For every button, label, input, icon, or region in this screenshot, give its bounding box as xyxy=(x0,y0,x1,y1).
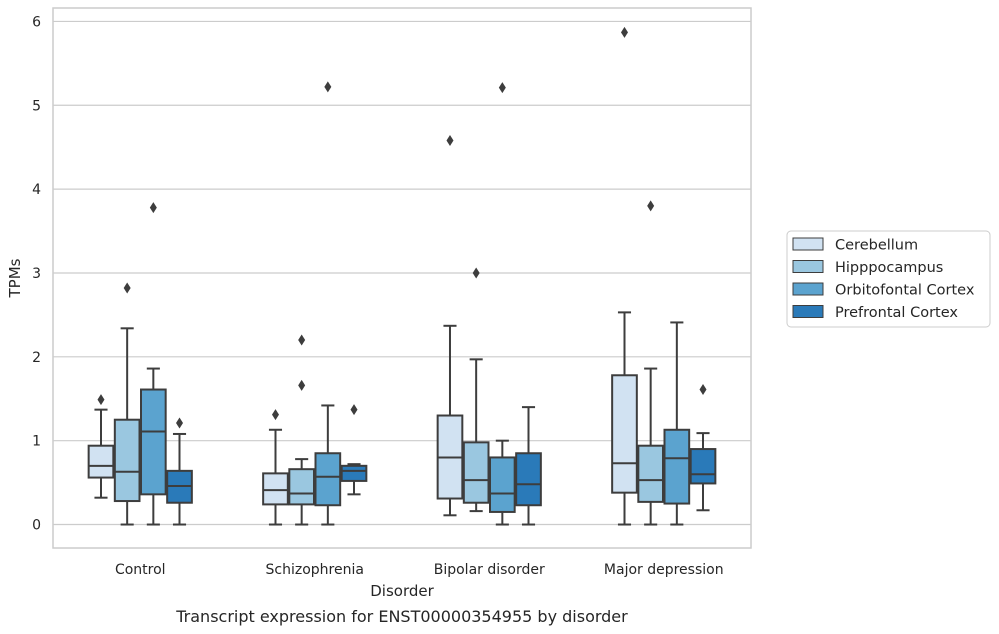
outlier-point xyxy=(97,394,105,406)
outlier-point xyxy=(298,334,306,346)
iqr-box xyxy=(462,441,490,504)
outlier-point xyxy=(647,200,655,212)
x-tick-labels: Control Schizophrenia Bipolar disorder Majo… xyxy=(115,562,724,578)
box-orbitofontal-cortex xyxy=(489,82,516,526)
x-tick-label: Major depression xyxy=(604,562,724,578)
y-tick-label: 6 xyxy=(32,14,41,30)
legend-label: Prefrontal Cortex xyxy=(835,305,958,321)
box-prefrontal-cortex xyxy=(689,384,717,512)
y-tick-label: 5 xyxy=(32,98,41,114)
box-group-major-depression xyxy=(611,26,717,526)
figure-caption: Transcript expression for ENST0000035495… xyxy=(175,607,628,626)
iqr-box xyxy=(262,472,289,506)
legend-label: Orbitofontal Cortex xyxy=(835,283,975,299)
outlier-point xyxy=(446,134,454,146)
iqr-box xyxy=(611,374,638,494)
box-prefrontal-cortex xyxy=(515,406,542,526)
outlier-point xyxy=(298,379,306,391)
box-cerebellum xyxy=(436,134,464,517)
y-tick-labels: 0 1 2 3 4 5 6 xyxy=(32,14,41,533)
iqr-box xyxy=(663,428,691,505)
box-hipppocampus xyxy=(637,200,665,526)
iqr-box xyxy=(87,444,115,479)
y-tick-label: 2 xyxy=(32,350,41,366)
outlier-point xyxy=(149,202,157,214)
box-cerebellum xyxy=(87,394,115,499)
iqr-box xyxy=(340,464,368,482)
y-tick-label: 0 xyxy=(32,518,41,534)
x-tick-label: Control xyxy=(115,562,166,578)
legend-item: Orbitofontal Cortex xyxy=(792,282,975,299)
legend-label: Cerebellum xyxy=(835,238,918,254)
outlier-point xyxy=(271,409,279,421)
box-cerebellum xyxy=(611,26,638,526)
outlier-point xyxy=(324,81,332,93)
y-tick-label: 1 xyxy=(32,434,41,450)
legend: Cerebellum Hipppocampus Orbitofontal Corte… xyxy=(786,230,991,328)
box-group-bipolar-disorder xyxy=(436,82,542,526)
outlier-point xyxy=(176,417,184,429)
box-prefrontal-cortex xyxy=(340,404,368,496)
y-axis-label: TPMs xyxy=(6,258,24,298)
x-tick-label: Schizophrenia xyxy=(266,562,364,578)
outlier-point xyxy=(350,404,358,416)
legend-label: Hipppocampus xyxy=(835,260,943,276)
box-hipppocampus xyxy=(113,282,141,526)
outlier-point xyxy=(123,282,131,294)
box-orbitofontal-cortex xyxy=(663,321,691,526)
iqr-box xyxy=(113,418,141,503)
iqr-box xyxy=(314,452,342,507)
y-tick-label: 4 xyxy=(32,182,41,198)
outlier-point xyxy=(699,384,707,396)
legend-swatch xyxy=(792,237,824,251)
legend-swatch xyxy=(792,305,824,318)
iqr-box xyxy=(515,452,542,507)
box-prefrontal-cortex xyxy=(166,417,193,526)
legend-item: Hipppocampus xyxy=(792,260,943,276)
grid-lines xyxy=(53,20,751,526)
legend-frame xyxy=(786,230,991,328)
legend-swatch xyxy=(792,282,824,296)
legend-item: Cerebellum xyxy=(792,237,918,254)
legend-swatch xyxy=(792,260,824,273)
legend-item: Prefrontal Cortex xyxy=(792,305,958,321)
box-hipppocampus xyxy=(462,267,490,513)
iqr-box xyxy=(489,456,516,513)
outlier-point xyxy=(620,26,628,38)
iqr-box xyxy=(689,448,717,485)
plot-frame xyxy=(52,7,752,549)
box-group-schizophrenia xyxy=(262,81,368,526)
y-tick-label: 3 xyxy=(32,266,41,282)
outlier-point xyxy=(498,82,506,94)
box-orbitofontal-cortex xyxy=(140,202,167,526)
x-tick-label: Bipolar disorder xyxy=(434,562,545,578)
box-groups xyxy=(87,26,717,526)
box-cerebellum xyxy=(262,409,289,526)
box-group-control xyxy=(87,202,193,526)
iqr-box xyxy=(637,444,665,503)
iqr-box xyxy=(288,468,316,506)
x-axis-label: Disorder xyxy=(370,582,434,600)
iqr-box xyxy=(140,388,167,496)
outlier-point xyxy=(472,267,480,279)
box-orbitofontal-cortex xyxy=(314,81,342,526)
box-hipppocampus xyxy=(288,334,316,526)
